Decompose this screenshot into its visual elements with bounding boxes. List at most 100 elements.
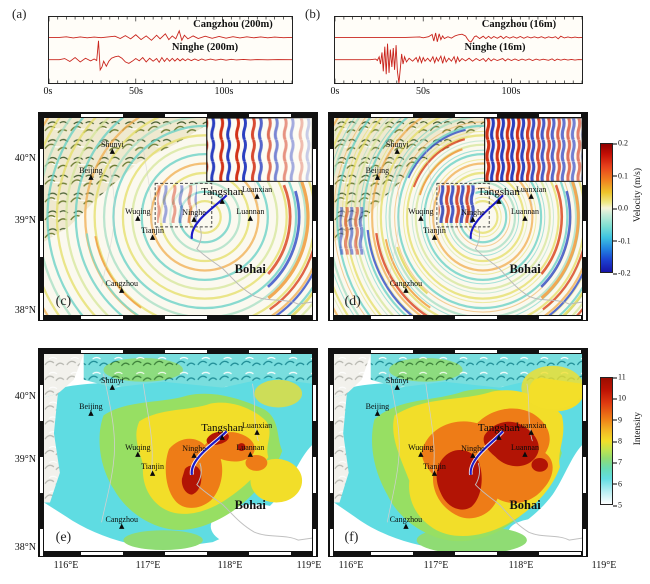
xtick-b-50s: 50s xyxy=(416,86,430,97)
wavefront-arc xyxy=(65,118,312,315)
city-label: Cangzhou xyxy=(105,515,138,525)
lat-39N-e: 39°N xyxy=(14,454,36,465)
panel-letter-d: (d) xyxy=(344,293,361,309)
map-frame-left xyxy=(39,113,44,320)
axis-ticks xyxy=(49,17,292,83)
city-triangle-icon: ▲ xyxy=(522,450,528,459)
city-label: Beijing xyxy=(365,166,390,176)
intensity-8-east xyxy=(250,458,303,503)
lon-116E-e: 116°E xyxy=(53,560,79,571)
colorbar-tick-label: 0.2 xyxy=(613,138,628,148)
intensity-map-e xyxy=(44,354,312,551)
city-triangle-icon: ▲ xyxy=(149,469,156,478)
intensity-colorbar-label: Intensity xyxy=(633,412,643,446)
city-label: Luannan xyxy=(510,207,539,217)
colorbar-tick-label: 0.0 xyxy=(613,203,628,213)
lat-38N-e: 38°N xyxy=(14,542,36,553)
terrain-relief xyxy=(44,118,218,242)
seismogram-trace xyxy=(49,29,292,42)
xtick-a-50s: 50s xyxy=(129,86,143,97)
intensity-10-south xyxy=(181,465,202,495)
coastline xyxy=(196,226,312,305)
colorbar-tick-label: -0.1 xyxy=(613,236,631,245)
city-label: Tangshan xyxy=(201,185,244,198)
city-triangle-icon: ▲ xyxy=(403,286,409,295)
map-frame-bottom xyxy=(329,551,587,556)
lon-118E-e: 118°E xyxy=(217,560,243,571)
intensity-8-ne-hills xyxy=(254,379,303,408)
city-label: Luannan xyxy=(510,443,539,453)
panel-letter-b: (b) xyxy=(305,6,321,21)
wavefront-arc-hf xyxy=(429,159,537,275)
city-label: Cangzhou xyxy=(105,279,138,289)
map-frame-right xyxy=(312,349,317,556)
wavefront-streak xyxy=(366,229,414,315)
city-label: Beijing xyxy=(79,402,103,412)
colorbar-tick-label: 11 xyxy=(613,372,626,382)
wavefront-arc xyxy=(397,124,569,310)
city-triangle-icon: ▲ xyxy=(254,427,260,436)
city-triangle-icon: ▲ xyxy=(431,233,438,242)
intensity-colorbar-ticks: 11 10 9 8 7 6 5 xyxy=(613,373,642,510)
wavefield-map-c xyxy=(44,118,312,315)
fault-line xyxy=(190,430,228,475)
wavefront-arc xyxy=(432,162,534,272)
coastline xyxy=(474,462,582,541)
city-triangle-icon: ▲ xyxy=(254,191,260,200)
colorbar-tick-label: 10 xyxy=(613,393,626,403)
lat-40N-c: 40°N xyxy=(14,153,36,164)
wavefront-arc xyxy=(46,118,85,315)
city-label: Wuqing xyxy=(125,443,151,453)
sea-label: Bohai xyxy=(509,262,541,277)
wavefront-arc xyxy=(336,118,372,315)
map-frame-top xyxy=(329,349,587,354)
city-label: Cangzhou xyxy=(389,279,423,289)
wavefront-arc-hf xyxy=(411,140,555,294)
seismogram-trace xyxy=(335,32,582,43)
city-triangle-icon: ▲ xyxy=(88,409,94,418)
intensity-10-tangshan xyxy=(483,421,539,467)
wave-stripes-near-source xyxy=(157,185,197,223)
wavefront-arc xyxy=(55,118,97,315)
terrain-west xyxy=(334,393,349,503)
trace-label-ninghe-16m: Ninghe (16m) xyxy=(464,42,526,53)
province-borders xyxy=(101,373,259,523)
colorbar-tick-label: 7 xyxy=(613,457,622,467)
wavefront-arc-hf xyxy=(367,118,582,315)
terrain-relief xyxy=(334,118,495,242)
city-label: Shunyi xyxy=(385,140,409,150)
wavefront-arc-hf xyxy=(437,168,528,266)
map-panel-f: ▲ Shunyi ▲ Beijing ▲ Wuqing ▲ Tianjin ▲ Ninghe ▲ Ta… xyxy=(328,348,588,557)
city-label: Luanxian xyxy=(516,420,547,430)
city-triangle-icon: ▲ xyxy=(418,450,424,459)
city-label: Tianjin xyxy=(141,462,164,472)
fault-line xyxy=(469,194,504,239)
wavefront-streak xyxy=(266,190,301,288)
map-frame-right xyxy=(312,113,317,320)
city-label: Luannan xyxy=(236,443,265,453)
map-panel-d: ▲ Shunyi ▲ Beijing ▲ Wuqing ▲ Tianjin ▲ Ninghe ▲ Ta… xyxy=(328,112,588,321)
city-label: Ninghe xyxy=(461,208,485,218)
city-triangle-icon: ▲ xyxy=(470,451,476,460)
city-label: Shunyi xyxy=(385,376,409,386)
wavefront-streak xyxy=(384,239,431,309)
seismogram-plot-a xyxy=(49,17,292,83)
wavefront-streak xyxy=(542,248,582,311)
sea-low-intensity xyxy=(210,504,299,549)
city-layer: ▲ Shunyi ▲ Beijing ▲ Wuqing ▲ Tianjin ▲ Ninghe ▲ Ta… xyxy=(44,354,312,551)
wavefront-streak xyxy=(540,184,563,275)
lat-39N-c: 39°N xyxy=(14,215,36,226)
wavefront-arc xyxy=(423,152,543,281)
terrain-nw xyxy=(44,354,84,398)
city-triangle-icon: ▲ xyxy=(191,215,197,224)
wavefront-streak xyxy=(267,181,310,300)
city-label: Ninghe xyxy=(182,444,206,454)
xtick-a-100s: 100s xyxy=(214,86,234,97)
map-frame-bottom xyxy=(329,315,587,320)
wavefront-arc xyxy=(93,118,312,315)
wavefront-streak xyxy=(396,246,429,295)
city-triangle-icon: ▲ xyxy=(496,432,502,441)
wavefront-arc xyxy=(405,134,560,300)
intensity-10-luannan xyxy=(237,443,246,452)
terrain-west xyxy=(44,393,60,503)
